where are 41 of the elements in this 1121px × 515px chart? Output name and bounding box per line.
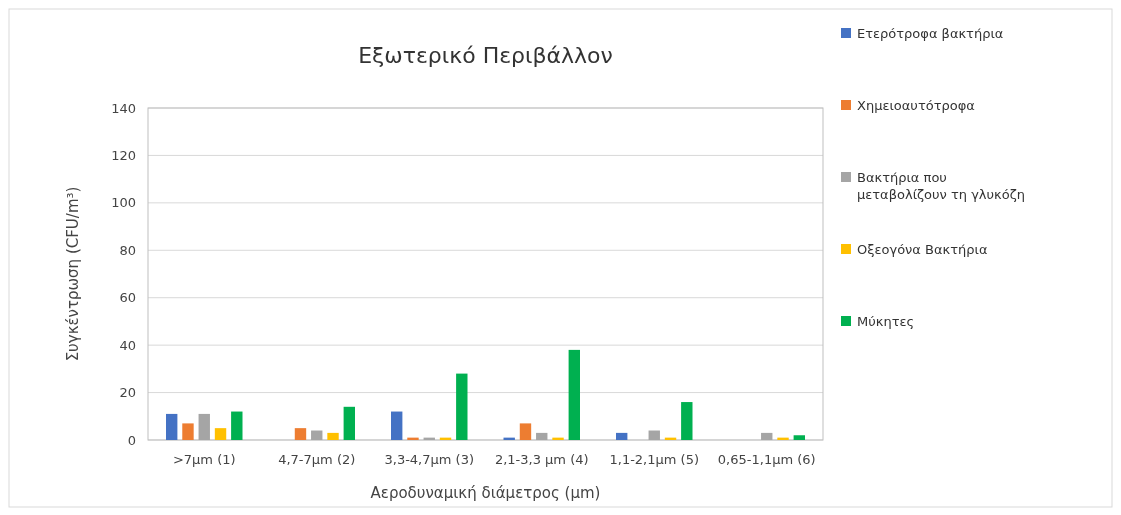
y-tick-label: 80 [119,242,136,258]
bar [761,432,773,440]
y-tick-label: 100 [111,195,136,211]
bar [536,432,548,440]
bar [166,413,178,440]
bar [231,411,243,440]
chart-title: Εξωτερικό Περιβάλλον [358,43,613,68]
y-tick-label: 0 [127,432,136,448]
bar [327,432,339,440]
y-tick-label: 60 [119,290,136,306]
y-tick-label: 140 [111,100,136,116]
bar [214,428,227,440]
bar [456,373,468,440]
x-axis-title: Αεροδυναμική διάμετρος (μm) [370,484,601,502]
legend-label: Ετερότροφα βακτήρια [857,26,1004,41]
x-tick-label: 0,65-1,1μm (6) [717,452,816,467]
legend-label: Χημειοαυτότροφα [857,98,975,113]
bar [343,406,355,440]
bar [616,432,628,440]
bar [294,428,307,440]
bar [198,413,210,440]
legend-label: Βακτήρια που μεταβολίζουν τη γλυκόζη [857,170,1026,202]
y-axis-title: Συγκέντρωση (CFU/m³) [64,186,82,362]
x-tick-label: 4,7-7μm (2) [278,452,356,467]
y-tick-label: 120 [111,147,136,163]
bar [793,435,805,440]
x-tick-label: 1,1-2,1μm (5) [609,452,700,467]
bar [311,430,323,440]
bar [391,411,403,440]
bar [568,349,580,440]
x-tick-label: >7μm (1) [172,452,236,467]
x-tick-label: 3,3-4,7μm (3) [384,452,475,467]
bar [519,423,532,440]
y-tick-label: 40 [119,337,136,353]
bar [681,402,693,440]
legend-label: Μύκητες [857,314,915,329]
y-tick-label: 20 [119,385,136,401]
bar [182,423,194,440]
legend-label: Οξεογόνα Βακτήρια [857,242,988,257]
x-tick-label: 2,1-3,3 μm (4) [494,452,589,467]
bar [648,430,660,440]
